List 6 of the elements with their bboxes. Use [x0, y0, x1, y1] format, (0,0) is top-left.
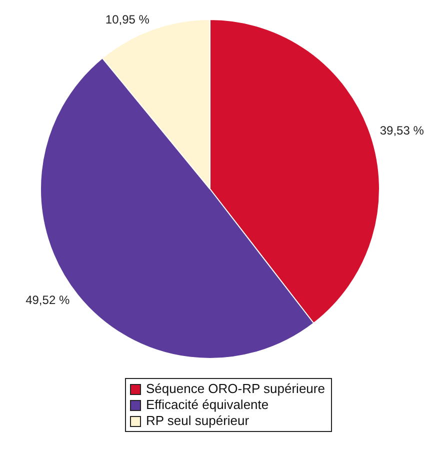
legend-label: RP seul supérieur	[146, 413, 250, 429]
data-label: 49,52 %	[26, 293, 70, 308]
legend-label: Séquence ORO-RP supérieure	[146, 381, 325, 397]
data-label: 10,95 %	[105, 12, 150, 26]
data-label: 39,53 %	[380, 123, 424, 138]
legend-label: Efficacité équivalente	[146, 397, 269, 413]
